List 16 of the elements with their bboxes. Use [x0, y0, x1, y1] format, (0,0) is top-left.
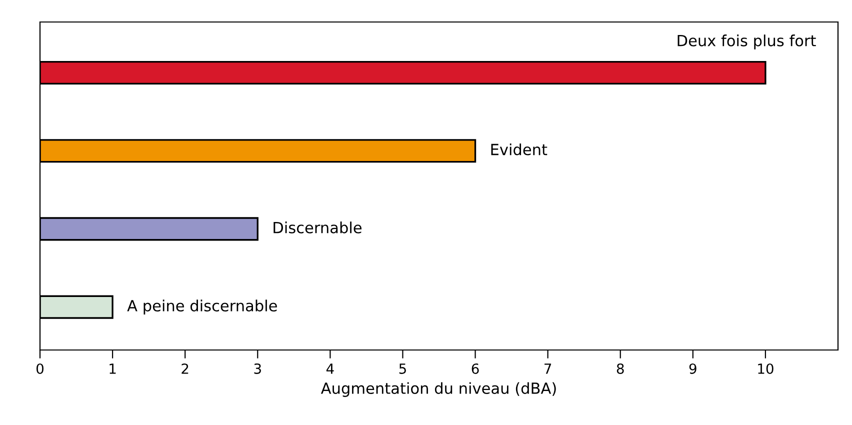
x-tick-label: 5 — [399, 364, 406, 374]
x-tick-label: 10 — [758, 363, 774, 374]
x-tick-label: 4 — [326, 364, 334, 374]
x-tick-label: 3 — [254, 363, 261, 374]
x-tick-label: 7 — [544, 364, 552, 374]
x-tick-label: 2 — [182, 363, 188, 374]
x-tick-label: 6 — [472, 363, 479, 374]
x-axis-title: Augmentation du niveau (dBA) — [320, 382, 556, 397]
x-tick-label: 8 — [616, 363, 624, 374]
x-tick-label: 9 — [689, 363, 696, 374]
y-tick-label: Deux fois plus fort — [678, 34, 816, 50]
x-tick-label: 0 — [36, 363, 44, 374]
y-tick-label: Evident — [491, 143, 548, 156]
y-tick-label: A peine discernable — [127, 300, 277, 314]
y-tick-label: Discernable — [274, 222, 362, 234]
x-tick-label: 1 — [110, 364, 116, 374]
